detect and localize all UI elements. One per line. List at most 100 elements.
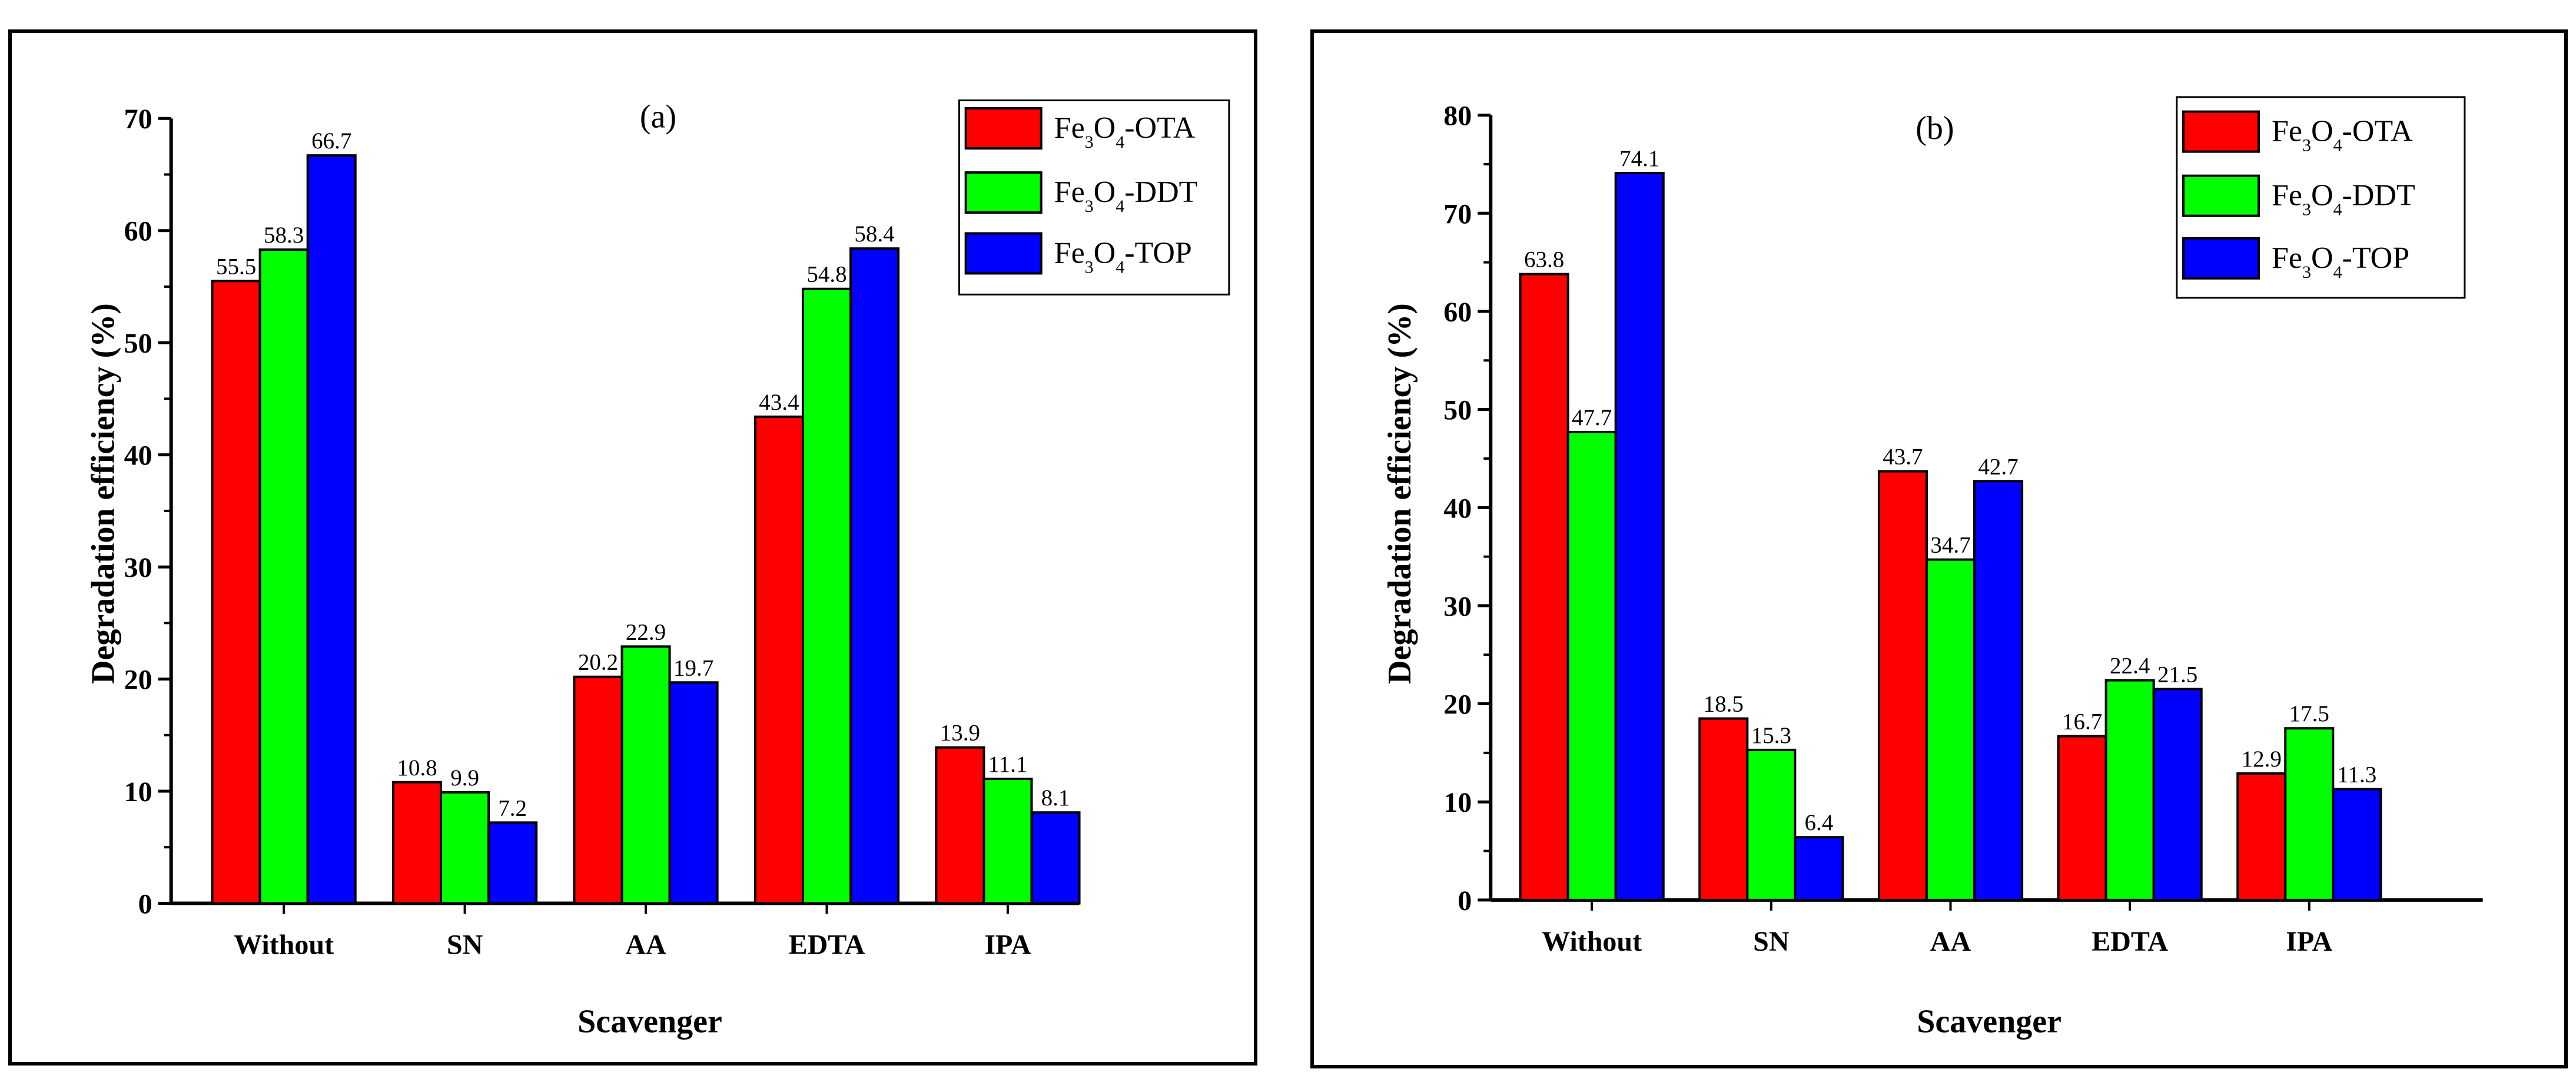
- data-label: 22.4: [2110, 653, 2150, 679]
- legend-swatch: [2182, 174, 2260, 217]
- x-tick-label: SN: [447, 929, 483, 960]
- bar: [2057, 735, 2107, 901]
- panel-label: (a): [640, 98, 676, 135]
- y-tick-label: 80: [1443, 101, 1472, 132]
- y-axis-title: Degradation efficiency (%): [1382, 303, 1418, 684]
- chart-panel-a: 0 10 20 30 40 50 60 70 55.5 58.3 66.7 Without 10.8 9.…: [8, 29, 1257, 1066]
- data-label: 55.5: [216, 254, 256, 279]
- y-tick-label: 0: [138, 888, 152, 920]
- y-tick-label: 50: [124, 328, 152, 359]
- data-label: 54.8: [806, 262, 847, 287]
- data-label: 22.9: [626, 619, 666, 645]
- legend-label: Fe3O4-DDT: [1054, 175, 1198, 216]
- data-label: 21.5: [2157, 662, 2197, 688]
- legend-label: Fe3O4-OTA: [1054, 111, 1196, 152]
- data-label: 10.8: [397, 755, 437, 781]
- y-axis-title: Degradation efficiency (%): [85, 303, 121, 684]
- data-label: 12.9: [2242, 746, 2282, 772]
- chart-b: 0 10 20 30 40 50 60 70 80 63.8 47.7 74.1 Without 18.5…: [1382, 96, 2483, 1040]
- y-tick-label: 10: [1443, 787, 1472, 818]
- data-label: 47.7: [1572, 405, 1612, 430]
- data-label: 19.7: [673, 655, 713, 681]
- y-tick-label: 60: [1443, 297, 1472, 328]
- data-label: 16.7: [2062, 709, 2102, 735]
- legend-label: Fe3O4-OTA: [2272, 115, 2413, 155]
- panel-label: (b): [1916, 110, 1954, 147]
- bar: [1746, 748, 1797, 901]
- bar: [258, 248, 309, 905]
- x-axis-title: Scavenger: [1917, 1004, 2062, 1040]
- bar: [1973, 480, 2024, 901]
- y-tick-label: 40: [1443, 493, 1472, 524]
- x-tick-label: IPA: [2286, 926, 2332, 957]
- y-tick-label: 30: [124, 552, 152, 583]
- x-tick-label: IPA: [984, 929, 1031, 960]
- bar: [487, 821, 538, 905]
- y-tick-label: 20: [1443, 689, 1472, 721]
- y-tick-label: 30: [1443, 591, 1472, 622]
- x-tick-label: EDTA: [789, 929, 865, 960]
- data-label: 13.9: [940, 721, 980, 746]
- bar: [2332, 788, 2382, 901]
- y-tick-label: 70: [1443, 198, 1472, 230]
- data-label: 42.7: [1978, 454, 2018, 479]
- bar: [1794, 836, 1844, 901]
- x-tick-label: EDTA: [2092, 926, 2168, 957]
- bar: [849, 247, 900, 905]
- legend-label: Fe3O4-TOP: [2272, 241, 2409, 282]
- data-label: 20.2: [578, 650, 618, 675]
- y-tick-label: 40: [124, 440, 152, 472]
- x-tick-label: AA: [625, 929, 666, 960]
- data-label: 58.4: [854, 221, 894, 247]
- data-label: 7.2: [498, 795, 527, 821]
- y-tick-label: 20: [124, 665, 152, 696]
- bar: [1614, 171, 1665, 901]
- bar: [801, 287, 852, 905]
- bar: [1566, 430, 1617, 901]
- legend-label: Fe3O4-DDT: [2272, 179, 2415, 220]
- bar: [2152, 688, 2203, 901]
- bar: [1698, 717, 1749, 901]
- data-label: 63.8: [1524, 247, 1564, 273]
- bar: [2236, 772, 2287, 901]
- data-label: 34.7: [1930, 533, 1970, 558]
- legend-swatch: [2182, 237, 2260, 280]
- bar: [753, 415, 804, 905]
- data-label: 43.7: [1883, 444, 1923, 470]
- bar: [2104, 679, 2155, 901]
- legend-label: Fe3O4-TOP: [1054, 236, 1192, 277]
- data-label: 43.4: [759, 390, 799, 415]
- bar: [668, 681, 719, 905]
- x-tick-label: SN: [1753, 926, 1790, 957]
- data-label: 74.1: [1619, 146, 1659, 171]
- legend-swatch: [964, 107, 1043, 150]
- y-tick-label: 50: [1443, 395, 1472, 426]
- x-tick-label: Without: [1542, 926, 1642, 957]
- bar: [1519, 273, 1569, 901]
- bar: [935, 746, 985, 905]
- legend-swatch: [964, 171, 1043, 214]
- bar: [1877, 470, 1928, 901]
- bar: [306, 154, 357, 905]
- data-label: 6.4: [1804, 810, 1833, 835]
- bar: [211, 280, 261, 905]
- bar: [392, 781, 443, 905]
- legend-swatch: [2182, 110, 2260, 153]
- data-label: 17.5: [2289, 701, 2329, 726]
- chart-panel-b: 0 10 20 30 40 50 60 70 80 63.8 47.7 74.1 Without 18.5…: [1310, 29, 2568, 1068]
- legend-swatch: [964, 232, 1043, 275]
- data-label: 11.3: [2337, 762, 2376, 788]
- data-label: 58.3: [264, 223, 304, 248]
- data-label: 15.3: [1751, 723, 1791, 748]
- x-tick-label: Without: [234, 929, 334, 960]
- data-label: 11.1: [988, 752, 1028, 777]
- data-label: 9.9: [450, 765, 479, 791]
- bar: [982, 778, 1033, 905]
- y-tick-label: 0: [1458, 885, 1472, 917]
- y-tick-label: 60: [124, 216, 152, 247]
- x-axis-title: Scavenger: [577, 1004, 722, 1040]
- chart-a: 0 10 20 30 40 50 60 70 55.5 58.3 66.7 Without 10.8 9.…: [85, 98, 1230, 1040]
- bar: [1925, 558, 1976, 901]
- bar: [440, 791, 490, 905]
- y-tick-label: 10: [124, 776, 152, 808]
